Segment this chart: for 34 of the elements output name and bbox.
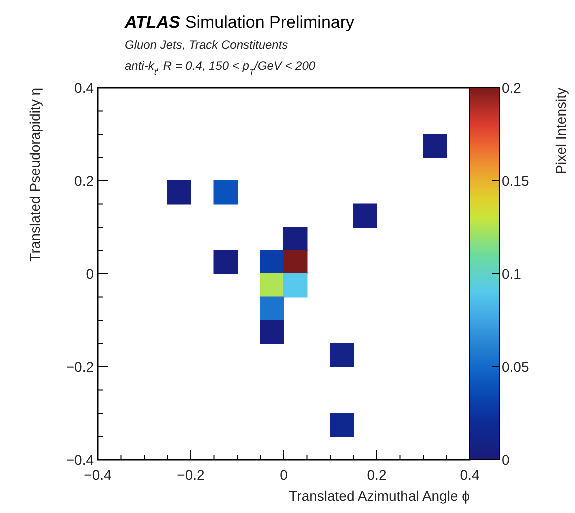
- x-tick-label: 0.4: [460, 467, 480, 483]
- point: [260, 250, 284, 274]
- y-tick-label: 0.4: [74, 80, 94, 96]
- x-tick-label: 0.2: [367, 467, 387, 483]
- y-tick-label: −0.4: [66, 452, 94, 468]
- point: [284, 227, 308, 252]
- point: [330, 343, 354, 368]
- x-axis-title: Translated Azimuthal Angle ϕ: [289, 488, 470, 504]
- chart-title: ATLAS Simulation Preliminary: [124, 13, 356, 32]
- y-axis-title: Translated Pseudorapidity η: [27, 88, 43, 262]
- point: [284, 274, 308, 298]
- y-tick-label: −0.2: [66, 359, 94, 375]
- point: [330, 413, 354, 438]
- color-bar-label: 0.1: [502, 266, 522, 282]
- color-bar-label: 0: [502, 452, 510, 468]
- point: [167, 180, 192, 205]
- color-bar-title: Pixel Intensity: [553, 88, 569, 174]
- x-tick-label: 0: [280, 467, 288, 483]
- point: [260, 320, 284, 344]
- point: [214, 250, 238, 274]
- point: [423, 134, 448, 158]
- point: [214, 180, 238, 205]
- point: [260, 296, 284, 321]
- y-tick-label: 0: [86, 266, 94, 282]
- point: [284, 250, 308, 274]
- x-tick-label: −0.2: [177, 467, 206, 483]
- point: [353, 204, 378, 228]
- text: anti-k$_{t}$, R = 0.4, 150 < p$_{T}$/GeV < 200: [125, 59, 316, 77]
- point: [260, 274, 284, 298]
- chart-subtitle: Gluon Jets, Track Constituents: [125, 38, 288, 52]
- color-bar-label: 0.05: [502, 359, 530, 375]
- color-bar-label: 0.2: [502, 80, 522, 96]
- color-bar-label: 0.15: [502, 173, 530, 189]
- y-tick-label: 0.2: [74, 173, 94, 189]
